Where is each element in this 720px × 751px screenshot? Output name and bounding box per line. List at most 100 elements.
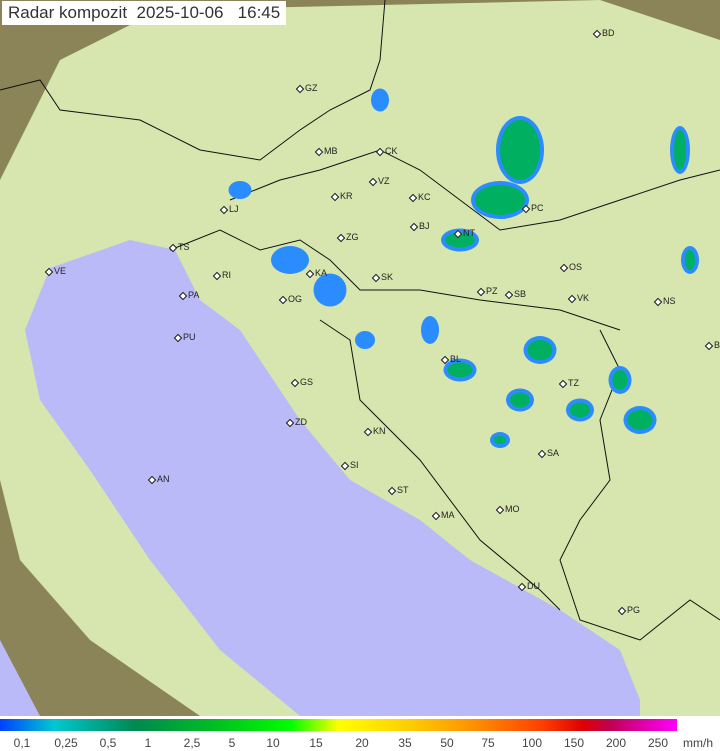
city-label: DU — [517, 581, 540, 591]
city-label: OS — [559, 262, 582, 272]
rain-cell — [271, 246, 309, 274]
city-marker-icon — [387, 486, 397, 495]
city-label: LJ — [219, 204, 239, 214]
city-label: PG — [617, 605, 640, 615]
legend-label: 1 — [144, 736, 152, 750]
city-marker-icon — [168, 243, 178, 252]
city-label: GS — [290, 377, 313, 387]
city-label: PZ — [476, 286, 498, 296]
city-marker-icon — [363, 427, 373, 436]
city-marker-icon — [592, 29, 602, 38]
legend-label: 0,5 — [99, 736, 117, 750]
city-marker-icon — [147, 475, 157, 484]
city-marker-icon — [408, 193, 418, 202]
city-label: ST — [387, 485, 409, 495]
precipitation-cells — [228, 88, 699, 448]
city-marker-icon — [617, 606, 627, 615]
city-label: PC — [521, 203, 544, 213]
city-label: PU — [173, 332, 196, 342]
city-marker-icon — [653, 297, 663, 306]
rain-cell-core — [510, 392, 530, 408]
rain-cell-core — [612, 370, 628, 390]
city-marker-icon — [567, 294, 577, 303]
rain-cell-core — [527, 340, 553, 360]
city-marker-icon — [371, 273, 381, 282]
rain-cell-core — [500, 120, 540, 180]
rain-cell-core — [494, 436, 506, 444]
city-marker-icon — [340, 461, 350, 470]
city-label: SK — [371, 272, 393, 282]
city-label: OG — [278, 294, 302, 304]
city-label: CK — [375, 146, 398, 156]
city-marker-icon — [476, 287, 486, 296]
city-label: KC — [408, 192, 431, 202]
city-label: BG — [704, 340, 720, 350]
city-label: MB — [314, 146, 338, 156]
rain-cell — [371, 88, 389, 112]
city-label: SB — [504, 289, 526, 299]
city-marker-icon — [278, 295, 288, 304]
rain-cell-core — [674, 130, 686, 170]
city-marker-icon — [558, 379, 568, 388]
legend-label: 5 — [228, 736, 236, 750]
city-label: MO — [495, 504, 520, 514]
city-label: NT — [453, 228, 475, 238]
city-label: PA — [178, 290, 199, 300]
city-marker-icon — [368, 177, 378, 186]
city-marker-icon — [504, 290, 514, 299]
city-label: MA — [431, 510, 455, 520]
legend-label: 50 — [440, 736, 454, 750]
rain-cell-core — [447, 362, 473, 378]
city-marker-icon — [537, 449, 547, 458]
city-label: KR — [330, 191, 353, 201]
city-label: ZG — [336, 232, 359, 242]
city-marker-icon — [330, 192, 340, 201]
city-label: SA — [537, 448, 559, 458]
rain-cell-core — [627, 410, 653, 430]
city-label: GZ — [295, 83, 318, 93]
legend-label: 35 — [398, 736, 412, 750]
city-marker-icon — [305, 269, 315, 278]
map-title: Radar kompozit 2025-10-06 16:45 — [2, 1, 287, 25]
city-label: NS — [653, 296, 676, 306]
city-marker-icon — [314, 147, 324, 156]
city-marker-icon — [375, 147, 385, 156]
city-label: BL — [440, 354, 461, 364]
legend-label: 2,5 — [183, 736, 201, 750]
borders — [0, 0, 720, 641]
city-marker-icon — [409, 222, 419, 231]
city-marker-icon — [44, 267, 54, 276]
city-marker-icon — [431, 511, 441, 520]
rain-cell-core — [475, 185, 525, 215]
city-marker-icon — [219, 205, 229, 214]
city-label: KN — [363, 426, 386, 436]
sea — [25, 240, 640, 716]
city-marker-icon — [521, 204, 531, 213]
precipitation-color-scale — [0, 719, 677, 731]
rain-cell-core — [570, 402, 590, 418]
rain-cell-core — [445, 232, 475, 248]
legend-label: 100 — [521, 736, 543, 750]
city-label: BD — [592, 28, 615, 38]
legend-label: 20 — [355, 736, 369, 750]
city-label: AN — [147, 474, 170, 484]
rain-cell-core — [685, 250, 695, 270]
city-marker-icon — [440, 355, 450, 364]
city-label: TS — [168, 242, 190, 252]
rain-cell — [421, 316, 439, 344]
city-marker-icon — [704, 341, 714, 350]
rain-cell — [313, 273, 347, 307]
city-marker-icon — [173, 333, 183, 342]
rain-cell — [355, 331, 375, 349]
city-label: VE — [44, 266, 66, 276]
city-marker-icon — [295, 84, 305, 93]
radar-map — [0, 0, 720, 716]
legend-label: 250 — [647, 736, 669, 750]
city-marker-icon — [453, 229, 463, 238]
city-label: TZ — [558, 378, 579, 388]
sea-west — [0, 640, 40, 716]
city-label: RI — [212, 270, 231, 280]
legend-label: 0,1 — [13, 736, 31, 750]
rain-cell — [228, 181, 252, 199]
legend-label: 15 — [309, 736, 323, 750]
